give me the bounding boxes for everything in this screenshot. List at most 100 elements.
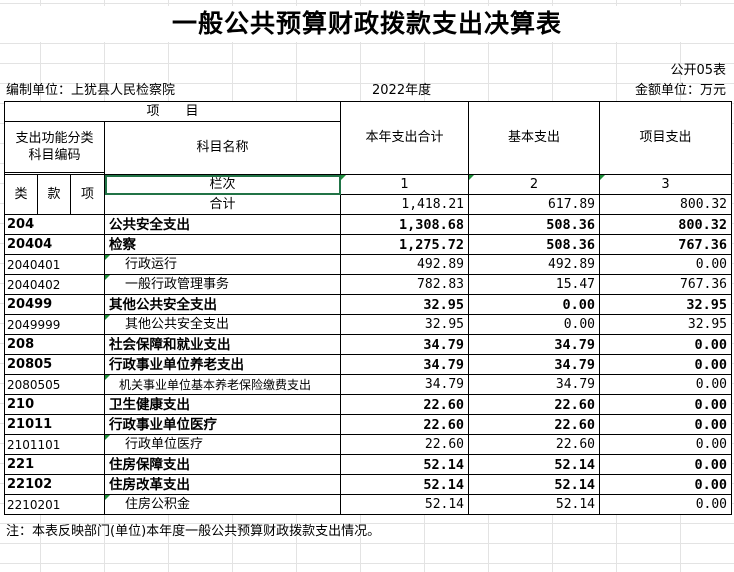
row-project[interactable]: 800.32 bbox=[599, 214, 733, 235]
row-project[interactable]: 0.00 bbox=[599, 454, 733, 475]
table-row: 20404 检察 1,275.72 508.36 767.36 bbox=[4, 234, 733, 255]
row-project[interactable]: 0.00 bbox=[599, 374, 733, 395]
xiang-header[interactable]: 项 bbox=[70, 174, 105, 215]
row-subject-name[interactable]: 其他公共安全支出 bbox=[103, 294, 342, 315]
row-subject-name[interactable]: 住房改革支出 bbox=[103, 474, 342, 495]
row-subject-name[interactable]: 住房公积金 bbox=[103, 494, 342, 515]
row-basic[interactable]: 34.79 bbox=[468, 334, 601, 355]
row-project[interactable]: 0.00 bbox=[599, 494, 733, 515]
row-code[interactable]: 2040401 bbox=[4, 254, 105, 275]
row-total[interactable]: 52.14 bbox=[340, 474, 470, 495]
row-project[interactable]: 0.00 bbox=[599, 474, 733, 495]
row-subject-name[interactable]: 住房保障支出 bbox=[103, 454, 342, 475]
row-basic[interactable]: 22.60 bbox=[468, 394, 601, 415]
row-code[interactable]: 221 bbox=[4, 454, 105, 475]
row-project[interactable]: 32.95 bbox=[599, 294, 733, 315]
row-basic[interactable]: 617.89 bbox=[468, 194, 601, 215]
kuan-header[interactable]: 款 bbox=[37, 174, 71, 215]
row-basic[interactable]: 492.89 bbox=[468, 254, 601, 275]
row-subject-name[interactable]: 一般行政管理事务 bbox=[103, 274, 342, 295]
row-subject-name[interactable]: 行政事业单位养老支出 bbox=[103, 354, 342, 375]
func-code-header[interactable]: 支出功能分类 科目编码 bbox=[4, 121, 105, 173]
table-row: 2049999 其他公共安全支出 32.95 0.00 32.95 bbox=[4, 314, 733, 335]
row-code[interactable]: 20499 bbox=[4, 294, 105, 315]
row-total[interactable]: 492.89 bbox=[340, 254, 470, 275]
row-project[interactable]: 0.00 bbox=[599, 414, 733, 435]
column-number-1[interactable]: 1 bbox=[340, 174, 470, 195]
row-subject-name[interactable]: 行政单位医疗 bbox=[103, 434, 342, 455]
item-header[interactable]: 项 目 bbox=[3, 101, 342, 122]
project-header[interactable]: 项目支出 bbox=[599, 101, 733, 175]
basic-header[interactable]: 基本支出 bbox=[468, 101, 601, 175]
row-code[interactable]: 2040402 bbox=[4, 274, 105, 295]
column-number-3[interactable]: 3 bbox=[599, 174, 733, 195]
total-header[interactable]: 本年支出合计 bbox=[340, 101, 470, 175]
row-code[interactable]: 210 bbox=[4, 394, 105, 415]
row-code[interactable]: 20805 bbox=[4, 354, 105, 375]
table-row: 2210201 住房公积金 52.14 52.14 0.00 bbox=[4, 494, 733, 515]
row-project[interactable]: 767.36 bbox=[599, 234, 733, 255]
row-basic[interactable]: 0.00 bbox=[468, 294, 601, 315]
amount-unit: 金额单位：万元 bbox=[634, 83, 726, 98]
row-subject-name[interactable]: 机关事业单位基本养老保险缴费支出 bbox=[103, 374, 342, 395]
row-code[interactable]: 2049999 bbox=[4, 314, 105, 335]
row-code[interactable]: 2101101 bbox=[4, 434, 105, 455]
row-code[interactable]: 2210201 bbox=[4, 494, 105, 515]
row-total[interactable]: 52.14 bbox=[340, 494, 470, 515]
row-basic[interactable]: 34.79 bbox=[468, 354, 601, 375]
row-code[interactable]: 21011 bbox=[4, 414, 105, 435]
subject-name-header[interactable]: 科目名称 bbox=[103, 121, 342, 175]
row-code[interactable]: 2080505 bbox=[4, 374, 105, 395]
row-subject-name[interactable]: 行政运行 bbox=[103, 254, 342, 275]
row-project[interactable]: 800.32 bbox=[599, 194, 733, 215]
row-basic[interactable]: 22.60 bbox=[468, 434, 601, 455]
row-basic[interactable]: 52.14 bbox=[468, 474, 601, 495]
lei-header[interactable]: 类 bbox=[4, 174, 38, 215]
row-total[interactable]: 782.83 bbox=[340, 274, 470, 295]
row-basic[interactable]: 52.14 bbox=[468, 494, 601, 515]
row-total[interactable]: 34.79 bbox=[340, 334, 470, 355]
row-subject-name[interactable]: 检察 bbox=[103, 234, 342, 255]
row-total[interactable]: 22.60 bbox=[340, 394, 470, 415]
row-project[interactable]: 0.00 bbox=[599, 334, 733, 355]
row-total[interactable]: 1,308.68 bbox=[340, 214, 470, 235]
row-total[interactable]: 22.60 bbox=[340, 434, 470, 455]
row-basic[interactable]: 0.00 bbox=[468, 314, 601, 335]
row-project[interactable]: 767.36 bbox=[599, 274, 733, 295]
row-basic[interactable]: 508.36 bbox=[468, 234, 601, 255]
row-total[interactable]: 52.14 bbox=[340, 454, 470, 475]
row-project[interactable]: 0.00 bbox=[599, 354, 733, 375]
row-total[interactable]: 32.95 bbox=[340, 294, 470, 315]
compiling-unit: 编制单位：上犹县人民检察院 bbox=[6, 83, 176, 98]
table-row: 21011 行政事业单位医疗 22.60 22.60 0.00 bbox=[4, 414, 733, 435]
row-project[interactable]: 0.00 bbox=[599, 394, 733, 415]
row-code[interactable]: 22102 bbox=[4, 474, 105, 495]
row-project[interactable]: 0.00 bbox=[599, 254, 733, 275]
row-total[interactable]: 32.95 bbox=[340, 314, 470, 335]
row-total[interactable]: 22.60 bbox=[340, 414, 470, 435]
row-basic[interactable]: 508.36 bbox=[468, 214, 601, 235]
row-total[interactable]: 1,275.72 bbox=[340, 234, 470, 255]
row-total[interactable]: 34.79 bbox=[340, 354, 470, 375]
row-basic[interactable]: 52.14 bbox=[468, 454, 601, 475]
row-subject-name[interactable]: 行政事业单位医疗 bbox=[103, 414, 342, 435]
row-subject-name[interactable]: 社会保障和就业支出 bbox=[103, 334, 342, 355]
row-basic[interactable]: 22.60 bbox=[468, 414, 601, 435]
column-number-2[interactable]: 2 bbox=[468, 174, 601, 195]
row-total[interactable]: 34.79 bbox=[340, 374, 470, 395]
row-subject-name[interactable]: 公共安全支出 bbox=[103, 214, 342, 235]
row-basic[interactable]: 34.79 bbox=[468, 374, 601, 395]
row-project[interactable]: 32.95 bbox=[599, 314, 733, 335]
row-project[interactable]: 0.00 bbox=[599, 434, 733, 455]
row-code[interactable]: 208 bbox=[4, 334, 105, 355]
row-subject-name[interactable]: 卫生健康支出 bbox=[103, 394, 342, 415]
lanci-cell[interactable]: 栏次 bbox=[103, 174, 342, 195]
row-subject-name[interactable]: 合计 bbox=[103, 194, 342, 215]
table-row: 22102 住房改革支出 52.14 52.14 0.00 bbox=[4, 474, 733, 495]
form-number: 公开05表 bbox=[670, 63, 726, 78]
row-basic[interactable]: 15.47 bbox=[468, 274, 601, 295]
row-subject-name[interactable]: 其他公共安全支出 bbox=[103, 314, 342, 335]
row-code[interactable]: 204 bbox=[4, 214, 105, 235]
row-total[interactable]: 1,418.21 bbox=[340, 194, 470, 215]
row-code[interactable]: 20404 bbox=[4, 234, 105, 255]
